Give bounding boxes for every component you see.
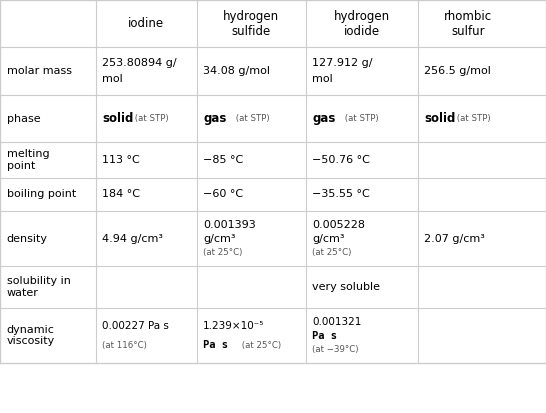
Text: gas: gas [312, 112, 336, 125]
Text: very soluble: very soluble [312, 282, 381, 292]
Text: (at STP): (at STP) [342, 114, 379, 123]
Text: (at 25°C): (at 25°C) [239, 341, 281, 350]
Text: 2.07 g/cm³: 2.07 g/cm³ [424, 233, 485, 244]
Text: hydrogen
sulfide: hydrogen sulfide [223, 10, 279, 38]
Text: 253.80894 g/: 253.80894 g/ [102, 58, 177, 68]
Text: (at 25°C): (at 25°C) [203, 248, 242, 257]
Text: 184 °C: 184 °C [102, 189, 140, 199]
Text: g/cm³: g/cm³ [203, 233, 236, 244]
Text: 34.08 g/mol: 34.08 g/mol [203, 66, 270, 76]
Text: phase: phase [7, 114, 40, 124]
Text: 0.00227 Pa s: 0.00227 Pa s [102, 321, 169, 331]
Text: mol: mol [102, 74, 123, 84]
Text: (at STP): (at STP) [454, 114, 491, 123]
Text: (at 25°C): (at 25°C) [312, 248, 352, 257]
Text: boiling point: boiling point [7, 189, 76, 199]
Text: dynamic
viscosity: dynamic viscosity [7, 325, 55, 347]
Text: 0.005228: 0.005228 [312, 220, 365, 230]
Text: (at STP): (at STP) [132, 114, 169, 123]
Text: gas: gas [203, 112, 227, 125]
Text: molar mass: molar mass [7, 66, 72, 76]
Text: 0.001393: 0.001393 [203, 220, 256, 230]
Text: −85 °C: −85 °C [203, 155, 244, 165]
Text: rhombic
sulfur: rhombic sulfur [444, 10, 492, 38]
Text: 1.239×10⁻⁵: 1.239×10⁻⁵ [203, 321, 264, 331]
Text: −50.76 °C: −50.76 °C [312, 155, 370, 165]
Text: (at 116°C): (at 116°C) [102, 341, 147, 350]
Text: Pa s: Pa s [312, 330, 337, 341]
Text: (at STP): (at STP) [233, 114, 270, 123]
Text: −35.55 °C: −35.55 °C [312, 189, 370, 199]
Text: 127.912 g/: 127.912 g/ [312, 58, 373, 68]
Text: (at −39°C): (at −39°C) [312, 345, 359, 354]
Text: solubility in
water: solubility in water [7, 276, 70, 298]
Text: mol: mol [312, 74, 333, 84]
Text: Pa s: Pa s [203, 340, 228, 350]
Text: solid: solid [424, 112, 455, 125]
Text: −60 °C: −60 °C [203, 189, 243, 199]
Text: melting
point: melting point [7, 149, 49, 171]
Text: iodine: iodine [128, 17, 164, 30]
Text: 0.001321: 0.001321 [312, 317, 361, 327]
Text: 256.5 g/mol: 256.5 g/mol [424, 66, 491, 76]
Text: 4.94 g/cm³: 4.94 g/cm³ [102, 233, 163, 244]
Text: g/cm³: g/cm³ [312, 233, 345, 244]
Text: 113 °C: 113 °C [102, 155, 140, 165]
Text: density: density [7, 233, 48, 244]
Text: solid: solid [102, 112, 133, 125]
Text: hydrogen
iodide: hydrogen iodide [334, 10, 390, 38]
